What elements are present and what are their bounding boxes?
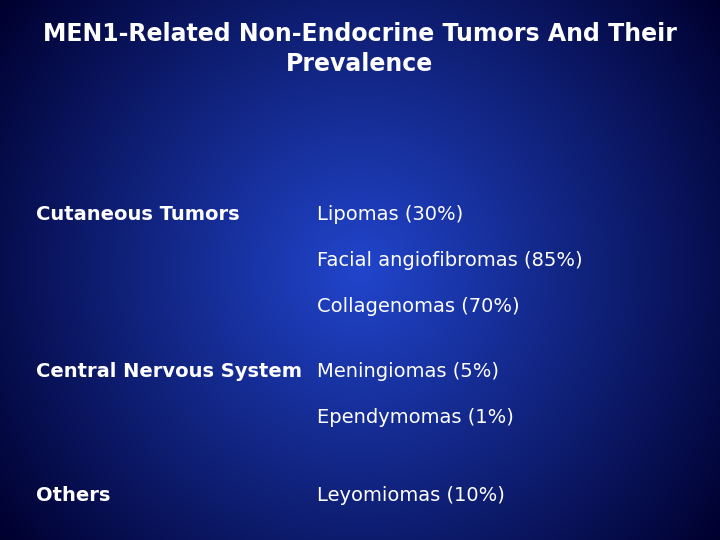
- Text: Central Nervous System: Central Nervous System: [36, 362, 302, 381]
- Text: Leyomiomas (10%): Leyomiomas (10%): [317, 486, 505, 505]
- Text: Meningiomas (5%): Meningiomas (5%): [317, 362, 499, 381]
- Text: MEN1-Related Non-Endocrine Tumors And Their
Prevalence: MEN1-Related Non-Endocrine Tumors And Th…: [43, 22, 677, 76]
- Text: Lipomas (30%): Lipomas (30%): [317, 205, 463, 224]
- Text: Facial angiofibromas (85%): Facial angiofibromas (85%): [317, 251, 582, 270]
- Text: Others: Others: [36, 486, 110, 505]
- Text: Cutaneous Tumors: Cutaneous Tumors: [36, 205, 240, 224]
- Text: Collagenomas (70%): Collagenomas (70%): [317, 297, 519, 316]
- Text: Ependymomas (1%): Ependymomas (1%): [317, 408, 513, 427]
